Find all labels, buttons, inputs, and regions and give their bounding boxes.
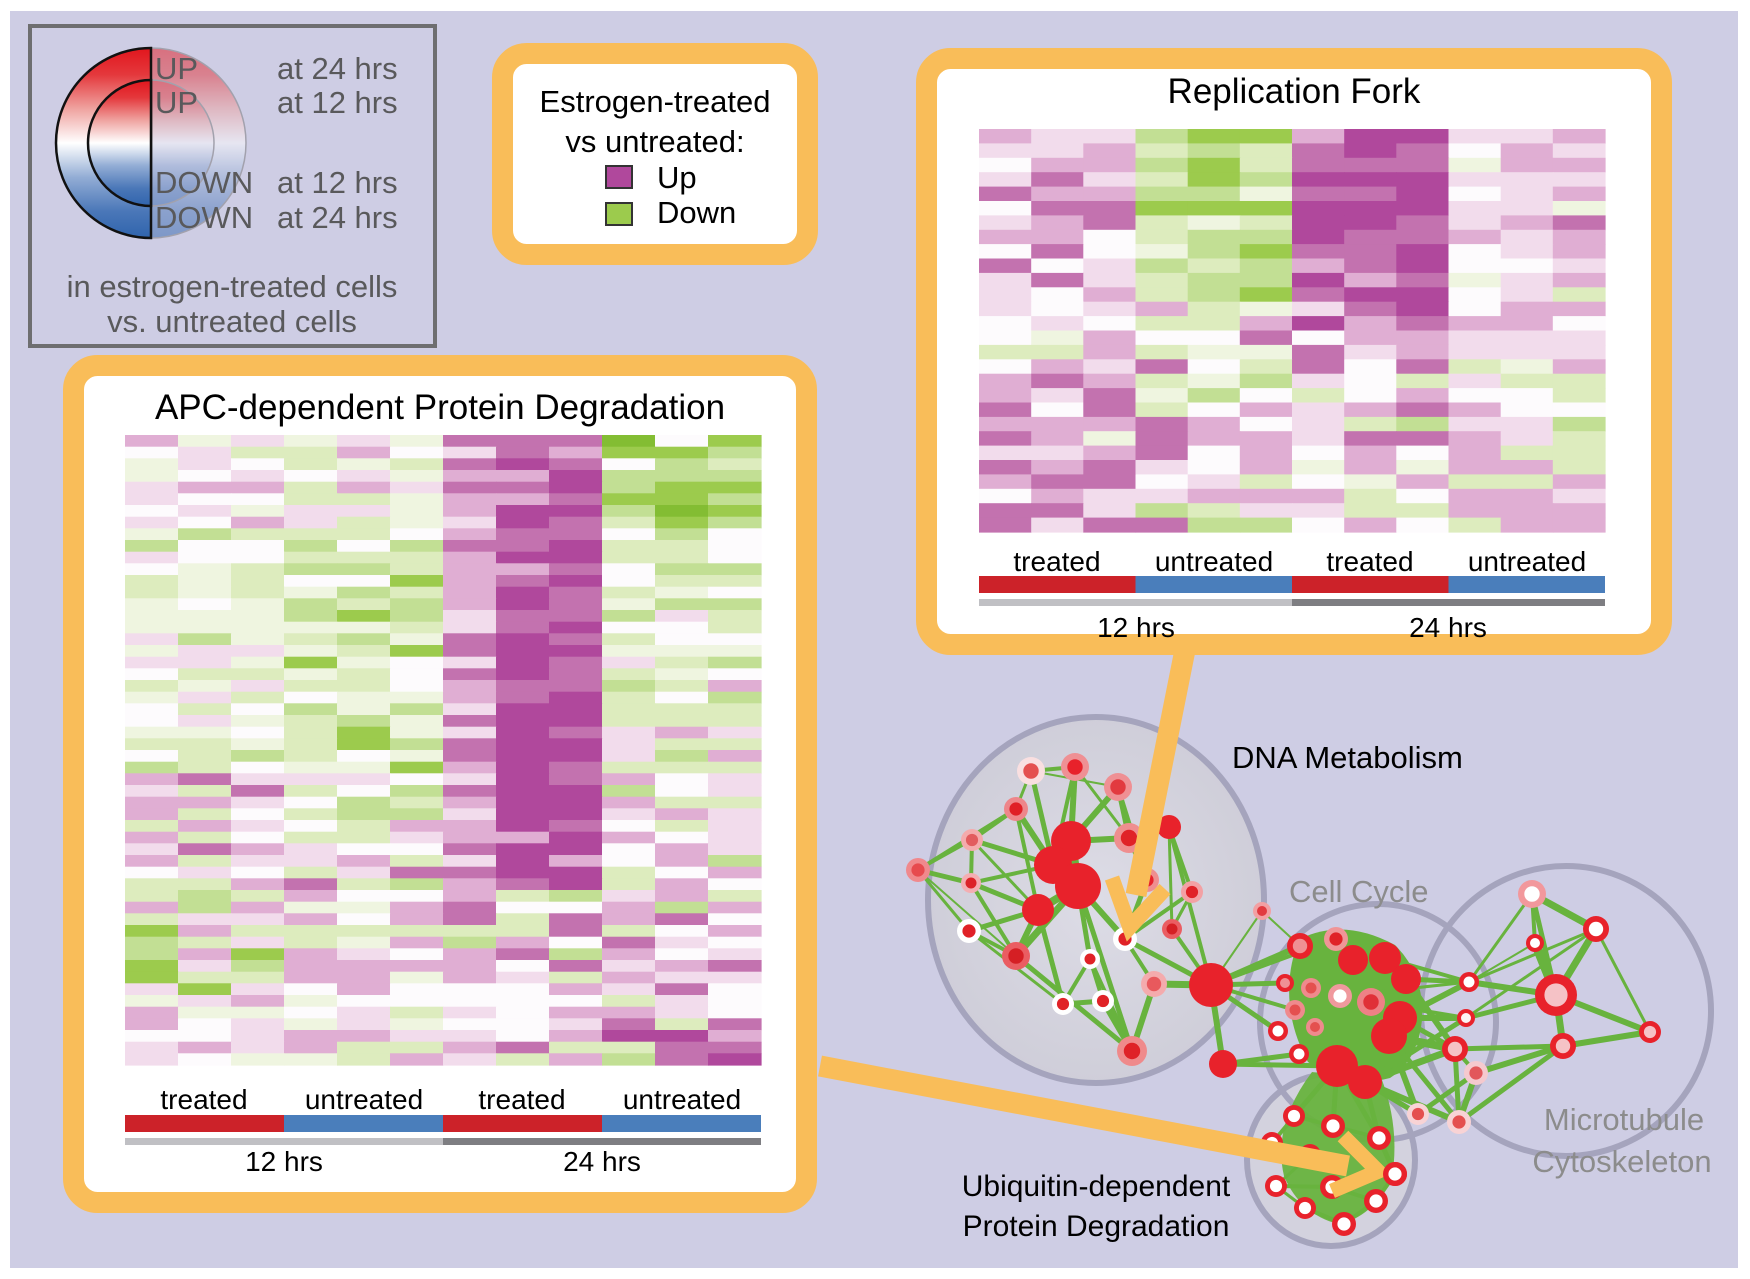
svg-text:12 hrs: 12 hrs (1097, 612, 1175, 643)
svg-text:untreated: untreated (305, 1084, 423, 1115)
svg-text:Replication Fork: Replication Fork (1168, 72, 1421, 111)
svg-text:at 12 hrs: at 12 hrs (277, 85, 398, 120)
svg-text:UP: UP (155, 85, 198, 120)
svg-text:Ubiquitin-dependent: Ubiquitin-dependent (962, 1170, 1231, 1203)
svg-text:APC-dependent Protein Degradat: APC-dependent Protein Degradation (155, 388, 725, 427)
svg-text:treated: treated (160, 1084, 247, 1115)
svg-text:at 12 hrs: at 12 hrs (277, 165, 398, 200)
svg-text:vs. untreated cells: vs. untreated cells (107, 304, 357, 339)
svg-text:24 hrs: 24 hrs (1409, 612, 1487, 643)
svg-text:DNA Metabolism: DNA Metabolism (1232, 740, 1463, 775)
svg-text:Estrogen-treated: Estrogen-treated (540, 84, 771, 119)
svg-text:at 24 hrs: at 24 hrs (277, 200, 398, 235)
svg-text:24 hrs: 24 hrs (563, 1146, 641, 1177)
svg-text:Cytoskeleton: Cytoskeleton (1532, 1144, 1711, 1179)
svg-text:in estrogen-treated cells: in estrogen-treated cells (67, 269, 398, 304)
svg-text:Cell Cycle: Cell Cycle (1289, 874, 1429, 909)
svg-text:DOWN: DOWN (155, 165, 253, 200)
svg-text:treated: treated (1326, 546, 1413, 577)
svg-text:UP: UP (155, 51, 198, 86)
svg-text:treated: treated (1013, 546, 1100, 577)
svg-text:at 24 hrs: at 24 hrs (277, 51, 398, 86)
svg-text:untreated: untreated (1155, 546, 1273, 577)
svg-text:Down: Down (657, 195, 736, 230)
svg-text:untreated: untreated (1468, 546, 1586, 577)
svg-text:DOWN: DOWN (155, 200, 253, 235)
svg-text:Protein Degradation: Protein Degradation (963, 1210, 1230, 1243)
svg-text:Up: Up (657, 160, 697, 195)
svg-text:12 hrs: 12 hrs (245, 1146, 323, 1177)
svg-text:Microtubule: Microtubule (1544, 1102, 1704, 1137)
svg-text:treated: treated (478, 1084, 565, 1115)
svg-text:untreated: untreated (623, 1084, 741, 1115)
svg-text:vs untreated:: vs untreated: (565, 124, 744, 159)
